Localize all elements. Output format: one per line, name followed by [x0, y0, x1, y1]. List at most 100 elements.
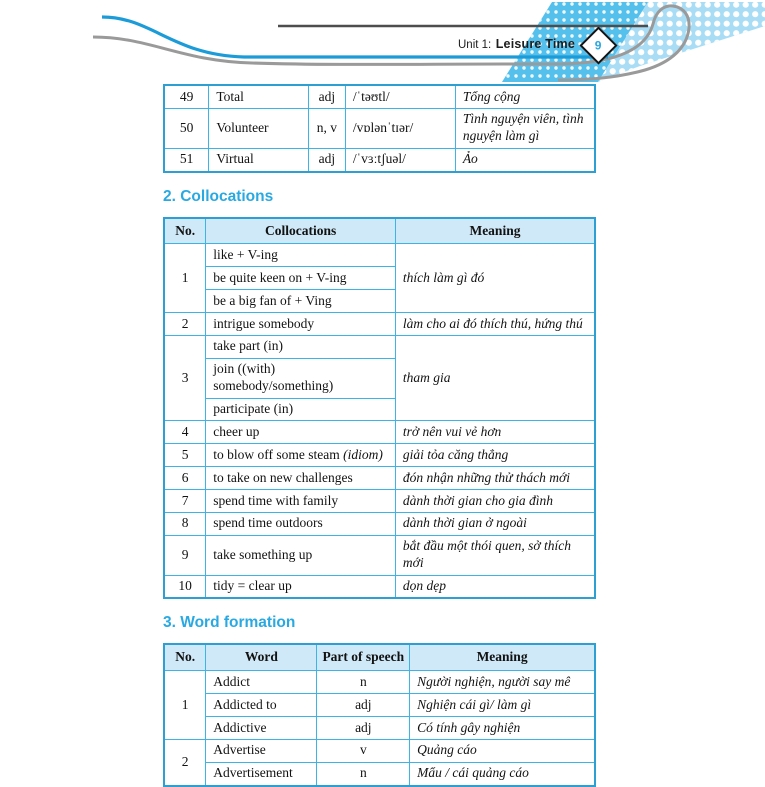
word-formation-meaning-cell: Có tính gây nghiện	[409, 716, 596, 740]
collocations-column-header: Collocations	[205, 216, 396, 245]
word-formation-word-cell: Addicted to	[205, 693, 318, 717]
collocation-phrase-cell: join ((with) somebody/something)	[205, 357, 396, 399]
vocabulary-table: 49 Total adj/ˈtəʊtl/Tổng cộng 50 Volunteer n,…	[163, 84, 596, 173]
word-formation-table: No. Word Part of speech Meaning 1 Addict n Ngư…	[163, 643, 596, 787]
collocation-no-cell: 3	[163, 334, 207, 422]
page-content: 49 Total adj/ˈtəʊtl/Tổng cộng 50 Volunteer n,…	[163, 84, 596, 787]
collocation-row: 4 cheer up trở nên vui vẻ hơn	[163, 420, 596, 445]
word-formation-word-cell: Addictive	[205, 716, 318, 740]
vocab-row: 50 Volunteer n, v/vɒlənˈtɪər/Tình nguyện v…	[163, 107, 596, 149]
collocation-phrase-cell: take something up	[205, 534, 396, 576]
collocations-column-header: Meaning	[394, 216, 596, 245]
collocation-row: 9 take something up bắt đầu một thói quen,…	[163, 534, 596, 576]
halftone-band	[502, 2, 765, 82]
collocation-no-cell: 6	[163, 466, 207, 490]
vocab-no-cell: 50	[163, 107, 210, 149]
collocations-heading: 2. Collocations	[163, 187, 274, 205]
collocation-row: 3 take part (in) tham gia	[163, 334, 596, 422]
unit-label: Unit 1:	[458, 39, 492, 51]
vocab-pos-cell: adj	[307, 84, 346, 109]
vocab-pron-cell: /ˈtəʊtl/	[344, 84, 456, 109]
header-gray-wave	[92, 4, 691, 82]
collocation-phrase-cell: spend time outdoors	[205, 511, 396, 536]
collocation-phrase-cell: spend time with family	[205, 489, 396, 513]
collocation-phrase-cell: be a big fan of + Ving	[205, 289, 396, 313]
unit-heading: Unit 1: Leisure Time	[430, 35, 575, 53]
page-header: Unit 1: Leisure Time 9	[0, 0, 765, 84]
collocation-row: participate (in)	[164, 397, 595, 422]
word-formation-column-header: Meaning	[409, 643, 596, 672]
collocation-row: 8 spend time outdoors dành thời gian ở ngo…	[163, 511, 596, 536]
collocation-meaning-cell: thích làm gì đó	[394, 243, 596, 313]
collocation-row: 6 to take on new challenges đón nhận những…	[163, 466, 596, 490]
collocation-row: 5 to blow off some steam (idiom) giải tỏa …	[163, 443, 596, 468]
collocation-phrase-cell: take part (in)	[205, 334, 396, 359]
collocation-no-cell: 5	[163, 443, 207, 468]
word-formation-row: Addicted to adj Nghiện cái gì/ làm gì	[164, 693, 596, 717]
collocation-no-cell: 2	[163, 312, 207, 336]
word-formation-word-cell: Advertise	[205, 738, 318, 763]
vocab-no-cell: 51	[163, 147, 210, 173]
word-formation-pos-cell: adj	[316, 693, 411, 717]
collocation-row: 1 like + V-ing thích làm gì đó	[163, 243, 596, 313]
vocab-word-cell: Virtual	[208, 147, 309, 173]
vocab-row: 49 Total adj/ˈtəʊtl/Tổng cộng	[163, 84, 596, 109]
word-formation-row: 2 Advertise v Quảng cáo	[163, 738, 596, 787]
vocab-row: 51 Virtual adj/ˈvɜːtʃuəl/Ảo	[163, 147, 596, 173]
word-formation-pos-cell: n	[316, 670, 411, 695]
page-number: 9	[595, 38, 602, 53]
collocation-row: 10 tidy = clear up dọn dẹp	[163, 574, 596, 599]
collocation-meaning-cell: bắt đầu một thói quen, sở thích mới	[394, 534, 596, 576]
word-formation-column-header: No.	[163, 643, 207, 672]
collocation-meaning-cell: trở nên vui vẻ hơn	[394, 420, 596, 445]
collocation-phrase-cell: tidy = clear up	[205, 574, 396, 599]
word-formation-meaning-cell: Nghiện cái gì/ làm gì	[409, 693, 596, 717]
collocations-table: No. Collocations Meaning 1 like + V-ing thíc…	[163, 216, 596, 600]
collocation-phrase-cell: intrigue somebody	[205, 312, 396, 336]
collocation-row: join ((with) somebody/something)	[164, 357, 595, 399]
vocab-pos-cell: n, v	[307, 107, 346, 149]
collocation-no-cell: 4	[163, 420, 207, 445]
vocab-meaning-cell: Ảo	[454, 147, 596, 173]
vocab-no-cell: 49	[163, 84, 210, 109]
word-formation-column-header: Part of speech	[316, 643, 411, 672]
collocation-no-cell: 9	[163, 534, 207, 576]
collocation-row: 2 intrigue somebody làm cho ai đó thích th…	[163, 312, 596, 336]
collocation-phrase-cell: to blow off some steam (idiom)	[205, 443, 396, 468]
vocab-word-cell: Volunteer	[208, 107, 309, 149]
vocab-pron-cell: /ˈvɜːtʃuəl/	[344, 147, 456, 173]
collocation-no-cell: 8	[163, 511, 207, 536]
word-formation-meaning-cell: Quảng cáo	[409, 738, 596, 763]
word-formation-row: Addictive adj Có tính gây nghiện	[164, 716, 596, 740]
word-formation-heading: 3. Word formation	[163, 614, 296, 632]
word-formation-no-cell: 1	[163, 670, 207, 740]
collocation-no-cell: 1	[163, 243, 207, 313]
unit-title: Leisure Time	[495, 37, 575, 51]
word-formation-row: 1 Addict n Người nghiện, người say mê	[163, 670, 596, 740]
collocation-meaning-cell: đón nhận những thử thách mới	[394, 466, 596, 490]
header-decoration-graphic	[92, 2, 765, 82]
word-formation-pos-cell: adj	[316, 716, 411, 740]
collocation-phrase-cell: cheer up	[205, 420, 396, 445]
word-formation-word-cell: Addict	[205, 670, 318, 695]
word-formation-no-cell: 2	[163, 738, 207, 787]
vocab-meaning-cell: Tổng cộng	[454, 84, 596, 109]
collocation-phrase-cell: participate (in)	[205, 397, 396, 422]
collocation-meaning-cell: tham gia	[394, 334, 596, 422]
collocation-meaning-cell: giải tỏa căng thẳng	[394, 443, 596, 468]
word-formation-pos-cell: v	[316, 738, 411, 763]
word-formation-row: Advertisement n Mẩu / cái quảng cáo	[164, 761, 596, 787]
vocab-pos-cell: adj	[307, 147, 346, 173]
vocab-pron-cell: /vɒlənˈtɪər/	[344, 107, 456, 149]
word-formation-pos-cell: n	[316, 761, 411, 787]
collocation-row: 7 spend time with family dành thời gian ch…	[163, 489, 596, 513]
collocation-no-cell: 7	[163, 489, 207, 513]
header-blue-wave	[101, 15, 608, 59]
collocation-meaning-cell: dọn dẹp	[394, 574, 596, 599]
word-formation-meaning-cell: Mẩu / cái quảng cáo	[409, 761, 596, 787]
vocab-word-cell: Total	[208, 84, 309, 109]
collocation-phrase-cell: be quite keen on + V-ing	[205, 266, 396, 291]
collocation-meaning-cell: dành thời gian cho gia đình	[394, 489, 596, 513]
vocab-meaning-cell: Tình nguyện viên, tình nguyện làm gì	[454, 107, 596, 149]
